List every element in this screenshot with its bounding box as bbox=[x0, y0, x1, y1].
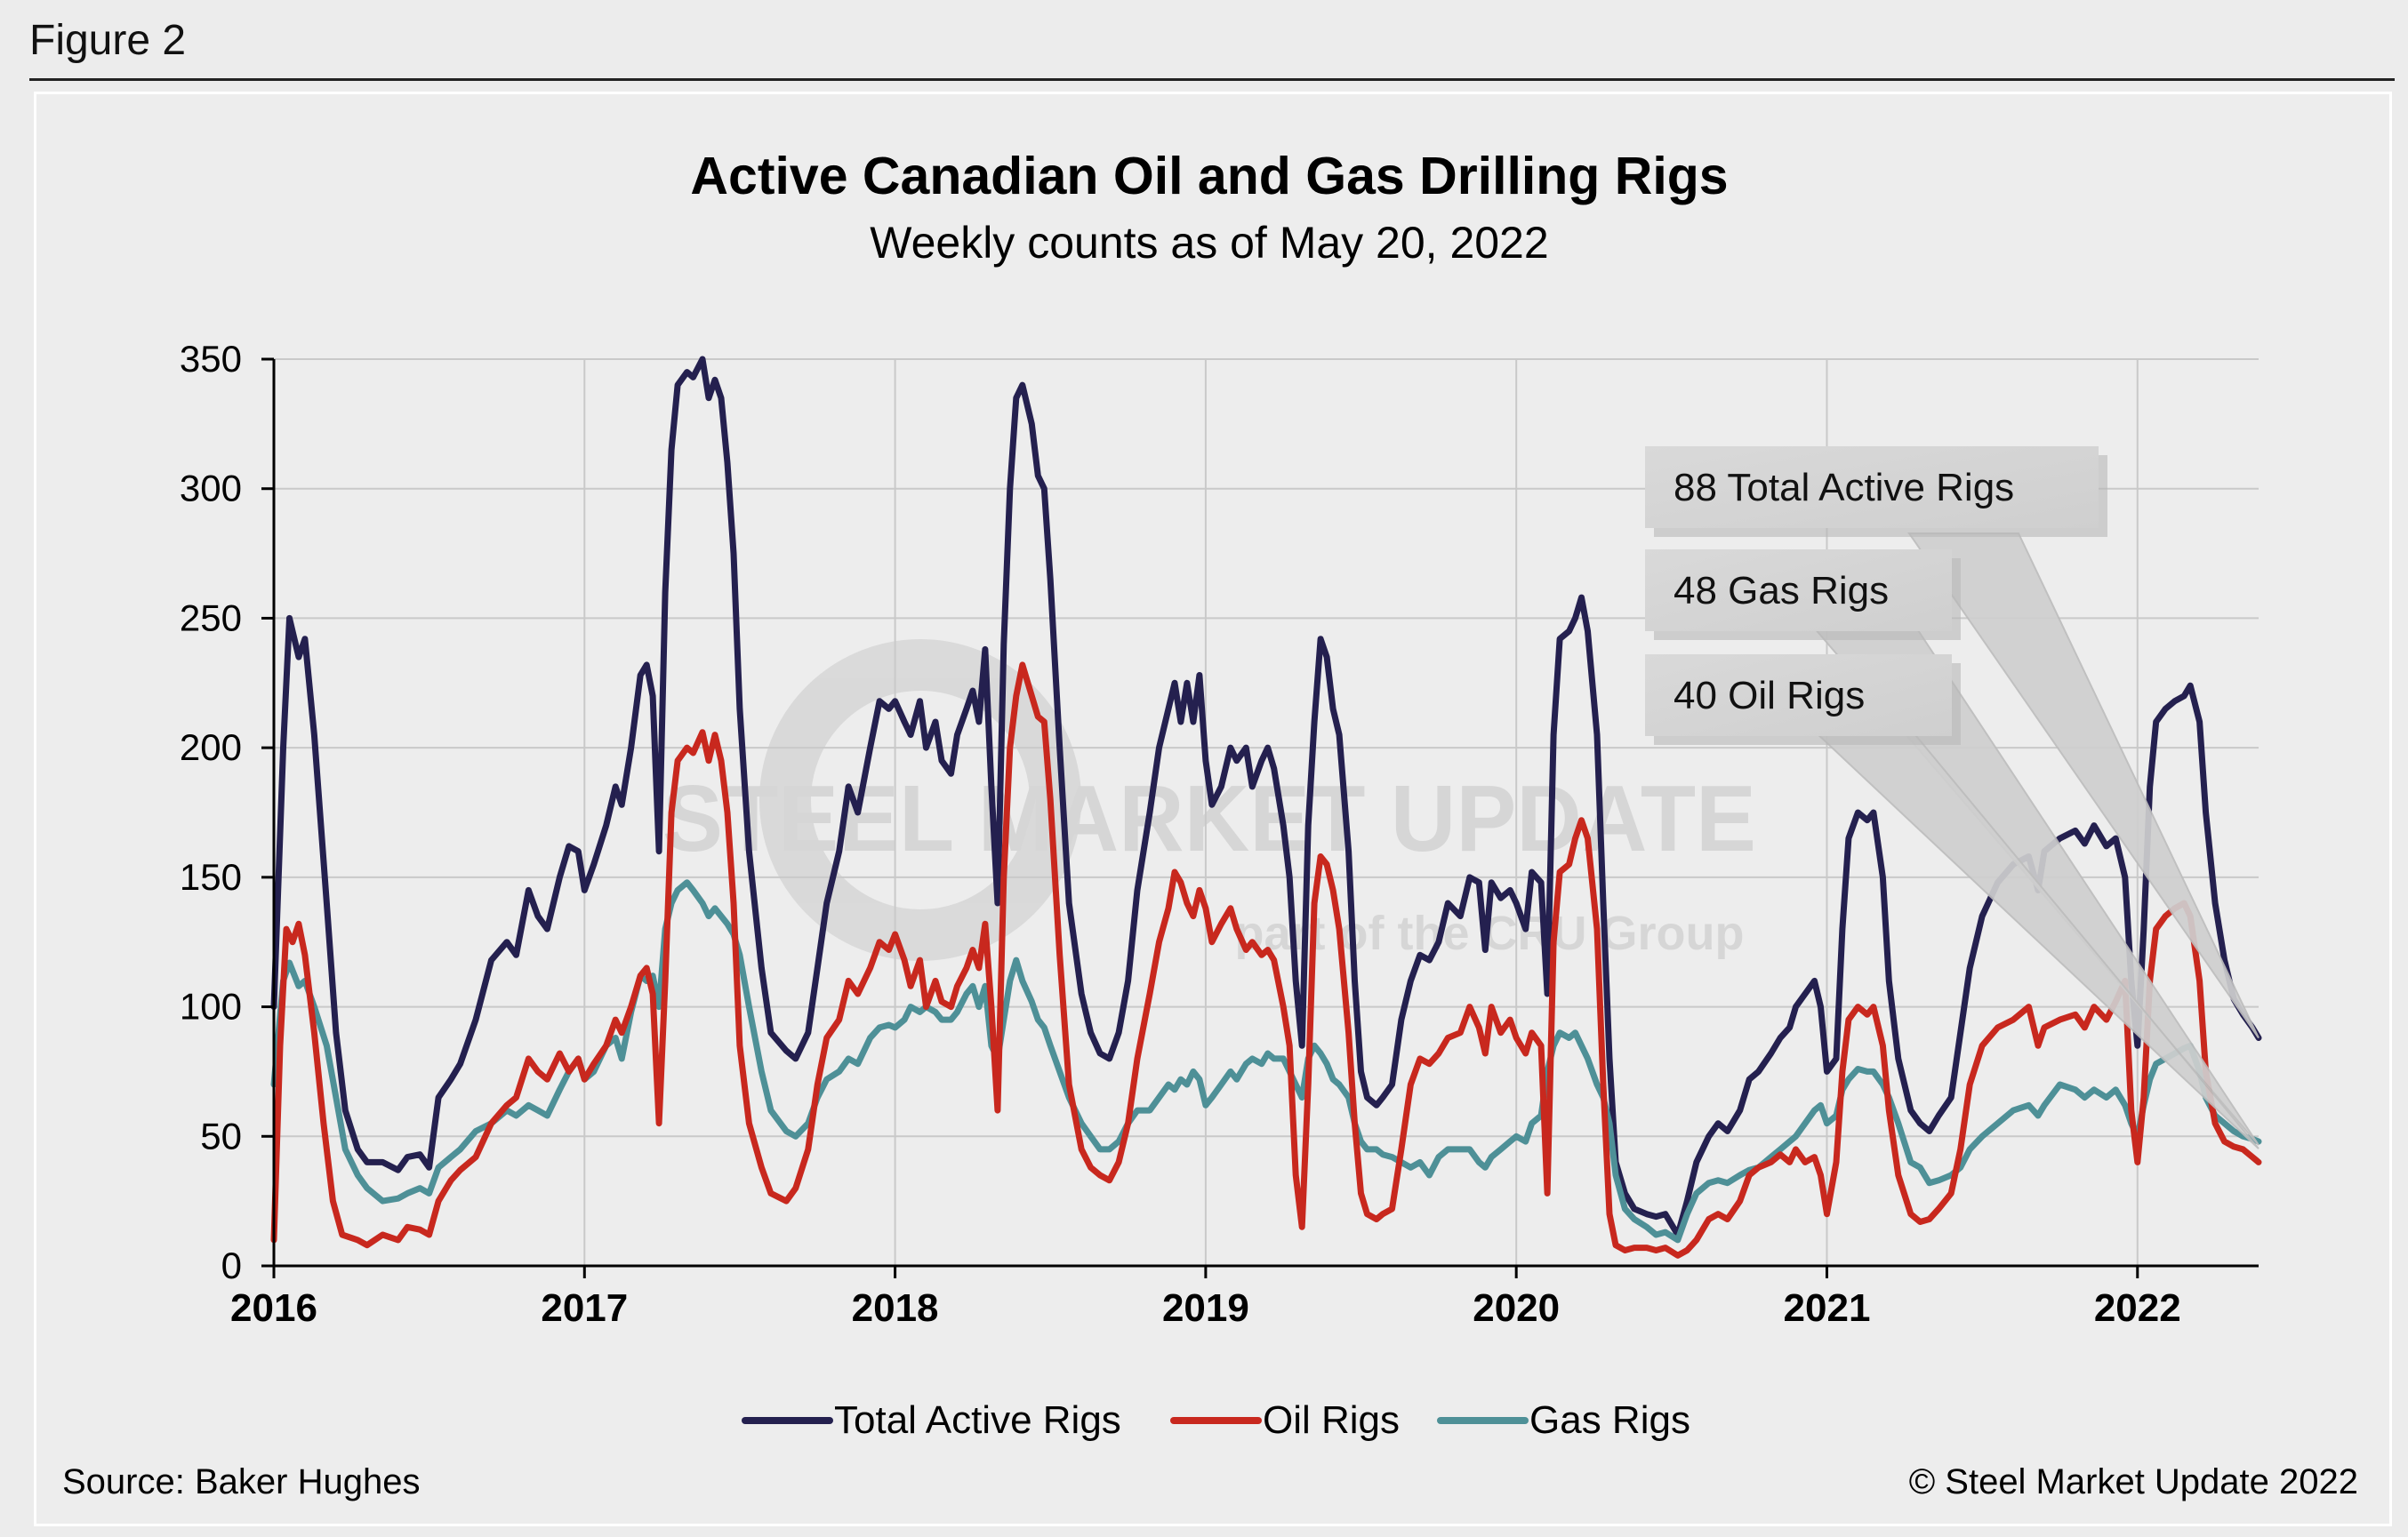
x-tick-label: 2019 bbox=[1162, 1286, 1249, 1330]
x-tick-label: 2020 bbox=[1473, 1286, 1560, 1330]
callout-label: 48 Gas Rigs bbox=[1674, 569, 1889, 612]
series-layer bbox=[270, 356, 2262, 1259]
source-note: Source: Baker Hughes bbox=[62, 1462, 420, 1501]
series-line-total-active-rigs bbox=[270, 356, 2262, 1238]
x-tick-label: 2021 bbox=[1784, 1286, 1871, 1330]
callout-label: 88 Total Active Rigs bbox=[1674, 466, 2014, 509]
axes: 0 50 100 150 200 250 300 350 2016 2017 2018 2019 202… bbox=[180, 338, 2259, 1330]
legend-item: Gas Rigs bbox=[1437, 1398, 1690, 1442]
x-tick-label: 2022 bbox=[2094, 1286, 2181, 1330]
y-tick-label: 100 bbox=[180, 986, 242, 1028]
figure-rule bbox=[29, 78, 2395, 81]
legend: Total Active Rigs Oil Rigs Gas Rigs bbox=[742, 1398, 1690, 1442]
chart-subtitle: Weekly counts as of May 20, 2022 bbox=[870, 218, 1548, 268]
x-tick-label: 2017 bbox=[541, 1286, 628, 1330]
watermark-logo-ring bbox=[759, 639, 1081, 961]
callout-box bbox=[1645, 654, 1952, 736]
y-tick-label: 250 bbox=[180, 596, 242, 638]
series-line-oil-rigs bbox=[270, 661, 2262, 1259]
callouts: 88 Total Active Rigs 48 Gas Rigs 40 Oil Ri… bbox=[1645, 446, 2260, 1149]
callout-label: 40 Oil Rigs bbox=[1674, 674, 1865, 717]
chart-title: Active Canadian Oil and Gas Drilling Rig… bbox=[690, 147, 1728, 205]
legend-label: Oil Rigs bbox=[1263, 1398, 1400, 1442]
y-tick-label: 50 bbox=[200, 1115, 242, 1157]
y-tick-label: 0 bbox=[221, 1245, 242, 1286]
figure-label: Figure 2 bbox=[29, 17, 187, 64]
callout-1: 88 Total Active Rigs bbox=[1645, 446, 2260, 1039]
x-tick-label: 2018 bbox=[852, 1286, 939, 1330]
legend-item: Oil Rigs bbox=[1170, 1398, 1400, 1442]
y-tick-label: 300 bbox=[180, 468, 242, 509]
legend-item: Total Active Rigs bbox=[742, 1398, 1121, 1442]
y-tick-label: 200 bbox=[180, 726, 242, 768]
callout-box bbox=[1645, 446, 2099, 528]
copyright-note: © Steel Market Update 2022 bbox=[1909, 1462, 2358, 1501]
y-tick-label: 150 bbox=[180, 856, 242, 898]
legend-label: Gas Rigs bbox=[1529, 1398, 1690, 1442]
x-tick-label: 2016 bbox=[230, 1286, 317, 1330]
callout-box bbox=[1645, 549, 1952, 631]
legend-label: Total Active Rigs bbox=[834, 1398, 1121, 1442]
y-tick-label: 350 bbox=[180, 338, 242, 380]
callout-3: 40 Oil Rigs bbox=[1645, 654, 2260, 1149]
